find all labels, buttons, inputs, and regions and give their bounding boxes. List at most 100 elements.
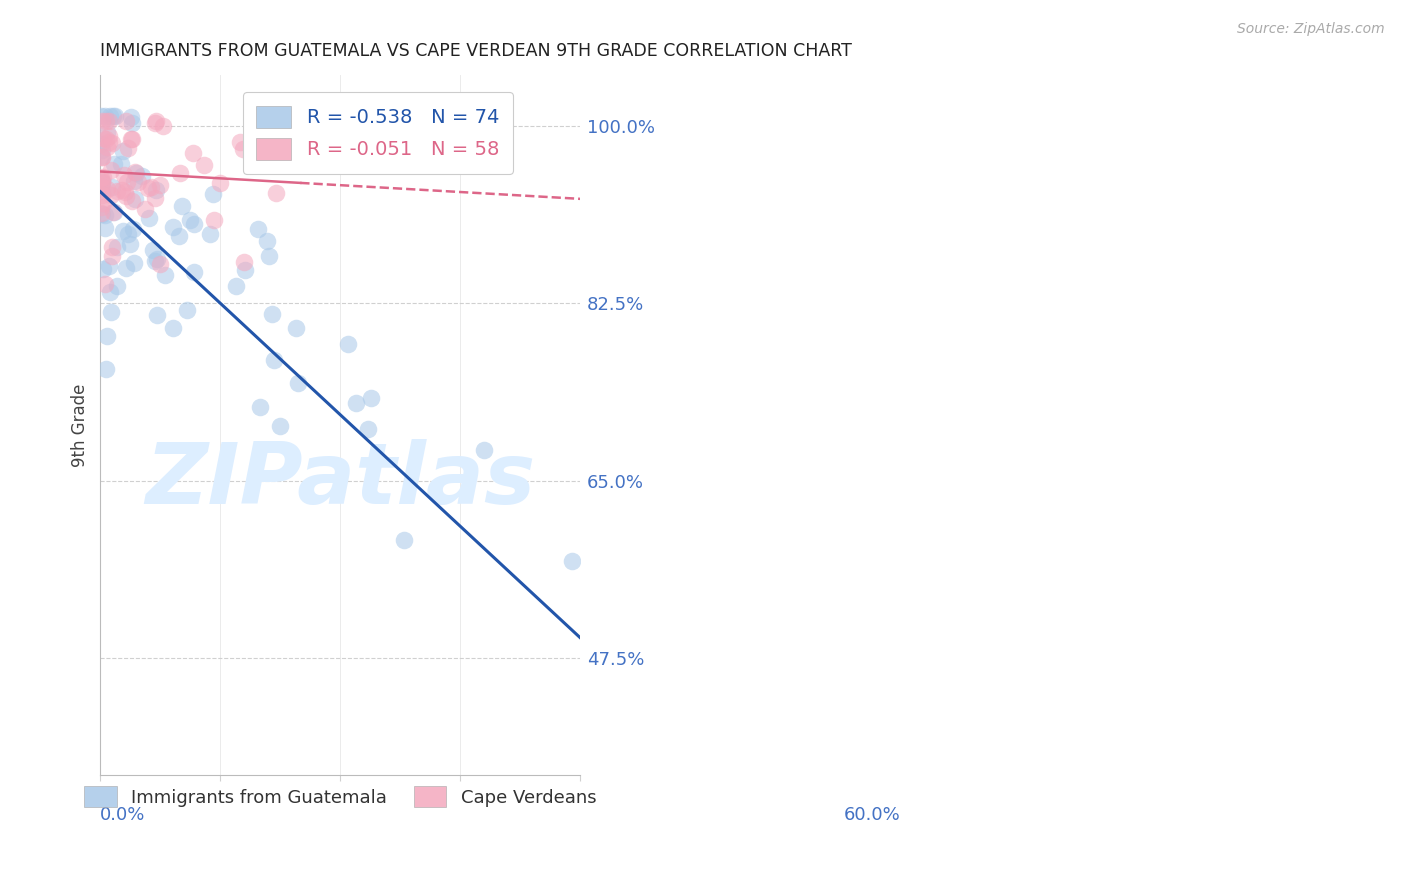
Point [96, 182, 118, 196]
Point [287, 376, 309, 390]
Point [101, 240, 124, 254]
Point [94, 113, 117, 128]
Point [138, 211, 160, 225]
Text: Source: ZipAtlas.com: Source: ZipAtlas.com [1237, 22, 1385, 37]
Point [105, 240, 128, 254]
Point [94, 208, 117, 222]
Point [91, 149, 114, 163]
Legend: Immigrants from Guatemala, Cape Verdeans: Immigrants from Guatemala, Cape Verdeans [77, 780, 603, 814]
Point [90, 200, 112, 214]
Point [394, 533, 416, 547]
Point [124, 192, 146, 206]
Point [360, 391, 382, 405]
Point [121, 131, 143, 145]
Point [103, 205, 125, 219]
Point [183, 265, 205, 279]
Text: 0.0%: 0.0% [100, 806, 146, 824]
Text: IMMIGRANTS FROM GUATEMALA VS CAPE VERDEAN 9TH GRADE CORRELATION CHART: IMMIGRANTS FROM GUATEMALA VS CAPE VERDEA… [100, 42, 852, 60]
Point [90, 109, 112, 123]
Point [162, 320, 184, 334]
Point [149, 178, 172, 193]
Point [561, 554, 583, 568]
Point [121, 116, 143, 130]
Point [124, 165, 146, 179]
Point [103, 109, 125, 123]
Point [143, 254, 166, 268]
Point [167, 228, 190, 243]
Point [122, 222, 145, 236]
Point [101, 204, 124, 219]
Y-axis label: 9th Grade: 9th Grade [72, 384, 89, 467]
Point [97, 259, 120, 273]
Point [145, 183, 167, 197]
Point [136, 180, 159, 194]
Point [111, 224, 134, 238]
Point [472, 443, 495, 458]
Point [181, 145, 204, 160]
Point [100, 187, 122, 202]
Point [152, 120, 174, 134]
Point [141, 180, 163, 194]
Point [149, 257, 172, 271]
Point [90, 170, 112, 185]
Point [247, 222, 270, 236]
Point [143, 191, 166, 205]
Point [90, 187, 112, 202]
Point [91, 170, 114, 185]
Point [179, 212, 201, 227]
Point [91, 150, 114, 164]
Point [112, 144, 135, 158]
Point [91, 207, 114, 221]
Point [114, 113, 136, 128]
Point [284, 321, 307, 335]
Point [200, 227, 222, 242]
Point [100, 109, 122, 123]
Point [97, 113, 120, 128]
Text: 60.0%: 60.0% [844, 806, 900, 824]
Point [91, 144, 114, 158]
Point [120, 111, 142, 125]
Point [91, 175, 114, 189]
Point [94, 132, 117, 146]
Point [91, 184, 114, 198]
Point [131, 169, 153, 183]
Point [104, 109, 127, 123]
Point [94, 221, 117, 235]
Point [263, 352, 285, 367]
Point [337, 337, 360, 351]
Point [269, 419, 291, 434]
Point [145, 309, 167, 323]
Point [202, 213, 225, 227]
Point [127, 175, 149, 189]
Point [94, 277, 117, 291]
Point [90, 137, 112, 152]
Point [101, 249, 124, 263]
Point [100, 162, 122, 177]
Point [193, 158, 215, 172]
Point [134, 202, 156, 217]
Point [91, 196, 114, 211]
Point [232, 142, 254, 156]
Point [94, 109, 117, 123]
Point [96, 140, 118, 154]
Point [344, 396, 367, 410]
Point [115, 188, 138, 202]
Point [97, 128, 120, 143]
Point [209, 176, 232, 190]
Point [229, 135, 252, 149]
Point [112, 168, 135, 182]
Point [183, 217, 205, 231]
Point [98, 285, 121, 299]
Point [357, 422, 380, 436]
Point [93, 262, 115, 277]
Point [94, 362, 117, 376]
Point [142, 243, 165, 257]
Point [90, 206, 112, 220]
Point [90, 113, 112, 128]
Point [118, 236, 141, 251]
Point [122, 174, 145, 188]
Text: ZIPatlas: ZIPatlas [145, 440, 536, 523]
Point [121, 194, 143, 209]
Point [201, 187, 224, 202]
Point [117, 141, 139, 155]
